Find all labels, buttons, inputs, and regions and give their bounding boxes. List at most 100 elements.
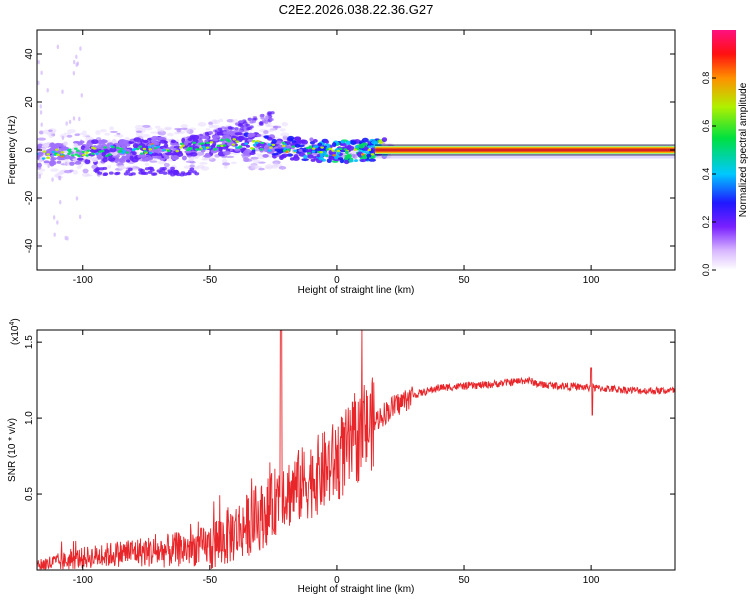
spectrogram-halo-blob — [82, 168, 89, 174]
spectrogram-branch-blob — [265, 115, 270, 119]
spectrogram-lower-blob — [147, 170, 153, 174]
spectrogram-bright-spot — [142, 147, 147, 151]
spectrogram-bright-spot — [320, 154, 324, 157]
spectrogram-core-blob — [159, 157, 166, 161]
spectrogram-core-blob — [163, 143, 169, 148]
spectrogram-halo-blob — [250, 156, 259, 160]
spectrogram-core-blob — [301, 158, 309, 162]
spectrogram-core-blob — [271, 138, 277, 144]
spectrogram-halo-blob — [252, 159, 261, 164]
spectrogram-halo-blob — [183, 165, 191, 169]
spectrogram-halo-blob — [118, 165, 125, 170]
spectrogram-core-blob — [46, 148, 54, 154]
spectrogram-branch-blob — [269, 117, 274, 122]
figure-title: C2E2.2026.038.22.36.G27 — [279, 2, 434, 17]
snr-y-tick-label: 1.0 — [24, 411, 35, 425]
spectrogram-core-blob — [164, 155, 170, 160]
spectrogram-halo-blob — [166, 132, 174, 137]
spectrogram-core-blob — [222, 131, 231, 135]
spectrogram-bright-spot — [222, 144, 227, 147]
spectrogram-core-blob — [347, 145, 355, 151]
spectrogram-bright-spot — [332, 154, 336, 157]
spectrogram-core-blob — [171, 152, 177, 156]
spectrogram-bright-spot — [209, 141, 214, 144]
spectrogram-core-blob — [133, 137, 142, 142]
spectrogram-bright-spot — [156, 145, 161, 149]
spectrogram-core-blob — [211, 135, 219, 139]
spectrogram-halo-blob — [263, 130, 269, 135]
spectrogram-core-blob — [184, 150, 192, 154]
spectrogram-core-blob — [76, 157, 84, 161]
spectrogram-core-blob — [300, 139, 306, 144]
spectrogram-outlier — [61, 89, 64, 94]
spectrogram-core-blob — [328, 155, 335, 159]
spectrogram-bright-spot — [143, 150, 148, 153]
spectrogram-core-blob — [222, 150, 231, 156]
spectrogram-outlier — [37, 80, 40, 86]
spectrogram-branch-blob — [253, 117, 258, 121]
spectrogram-bright-spot — [338, 147, 343, 151]
spectrogram-lower-blob — [115, 171, 121, 175]
spectrogram-core-blob — [198, 139, 204, 144]
spectrogram-branch-blob — [234, 127, 239, 131]
spectrogram-core-blob — [331, 142, 337, 148]
spectrogram-bright-spot — [194, 148, 199, 151]
spectrogram-bright-spot — [286, 148, 291, 151]
spectrogram-halo-blob — [352, 154, 358, 160]
spectrogram-outlier — [56, 44, 60, 50]
spectrogram-halo-blob — [156, 128, 165, 133]
spectrogram-bright-spot — [117, 150, 122, 153]
spectrogram-core-blob — [79, 140, 85, 144]
spectrogram-bright-spot — [353, 148, 358, 151]
spectrogram-bright-spot — [147, 146, 152, 149]
spectrogram-halo-blob — [81, 172, 90, 178]
spectrogram-core-blob — [63, 141, 68, 146]
spectrogram-bright-spot — [60, 155, 64, 158]
spectrogram-core-blob — [313, 145, 320, 149]
spectrogram-bright-spot — [84, 151, 89, 154]
spectrogram-outlier — [58, 199, 62, 205]
spectrogram-halo-blob — [269, 127, 276, 132]
spectrogram-bright-spot — [238, 145, 243, 148]
spectrogram-outlier — [75, 54, 78, 59]
spectrogram-bright-spot — [148, 151, 153, 155]
spectrogram-branch-blob — [217, 127, 223, 131]
spectrogram-lower-blob — [99, 167, 105, 171]
spectrogram-outlier — [65, 121, 68, 126]
spectrogram-x-ticks: -100 -50 0 50 100 — [73, 30, 600, 286]
spectrogram-bright-spot — [162, 148, 166, 152]
spectrogram-halo-blob — [63, 170, 73, 174]
spectrogram-bright-spot — [192, 141, 196, 144]
spectrogram-halo-blob — [230, 161, 237, 165]
spectrogram-core-blob — [173, 145, 181, 149]
spectrogram-x-tick-label: 100 — [583, 275, 600, 286]
spectrogram-halo-blob — [188, 157, 193, 161]
snr-y-ticks: 0.5 1.0 1.5 — [24, 335, 675, 501]
spectrogram-branch-blob — [245, 123, 250, 127]
spectrogram-bright-spot — [138, 145, 143, 148]
spectrogram-core-blob — [183, 140, 189, 146]
snr-x-tick-label: 0 — [334, 575, 340, 586]
spectrogram-halo-blob — [199, 161, 208, 165]
spectrogram-core-blob — [132, 143, 139, 149]
spectrogram-lower-blob — [144, 167, 150, 171]
spectrogram-core-blob — [170, 139, 176, 144]
spectrogram-outlier — [76, 61, 80, 66]
spectrogram-bright-spot — [100, 149, 105, 153]
spectrogram-core-blob — [212, 141, 217, 147]
spectrogram-branch-blob — [238, 123, 243, 127]
spectrogram-bright-spot — [197, 148, 202, 151]
spectrogram-core-blob — [350, 140, 357, 145]
spectrogram-bright-spot — [55, 148, 59, 151]
spectrogram-core-blob — [368, 158, 376, 162]
snr-series-line — [37, 330, 675, 570]
spectrogram-bright-spot — [360, 153, 365, 156]
spectrogram-core-blob — [339, 142, 347, 147]
spectrogram-halo-blob — [253, 148, 261, 152]
spectrogram-bright-spot — [74, 147, 78, 150]
spectrogram-bright-spot — [135, 147, 140, 151]
spectrogram-core-blob — [171, 155, 179, 160]
snr-scale-label: (x104) — [9, 318, 21, 345]
spectrogram-bright-spot — [311, 147, 316, 150]
spectrogram-bright-spot — [86, 149, 91, 153]
